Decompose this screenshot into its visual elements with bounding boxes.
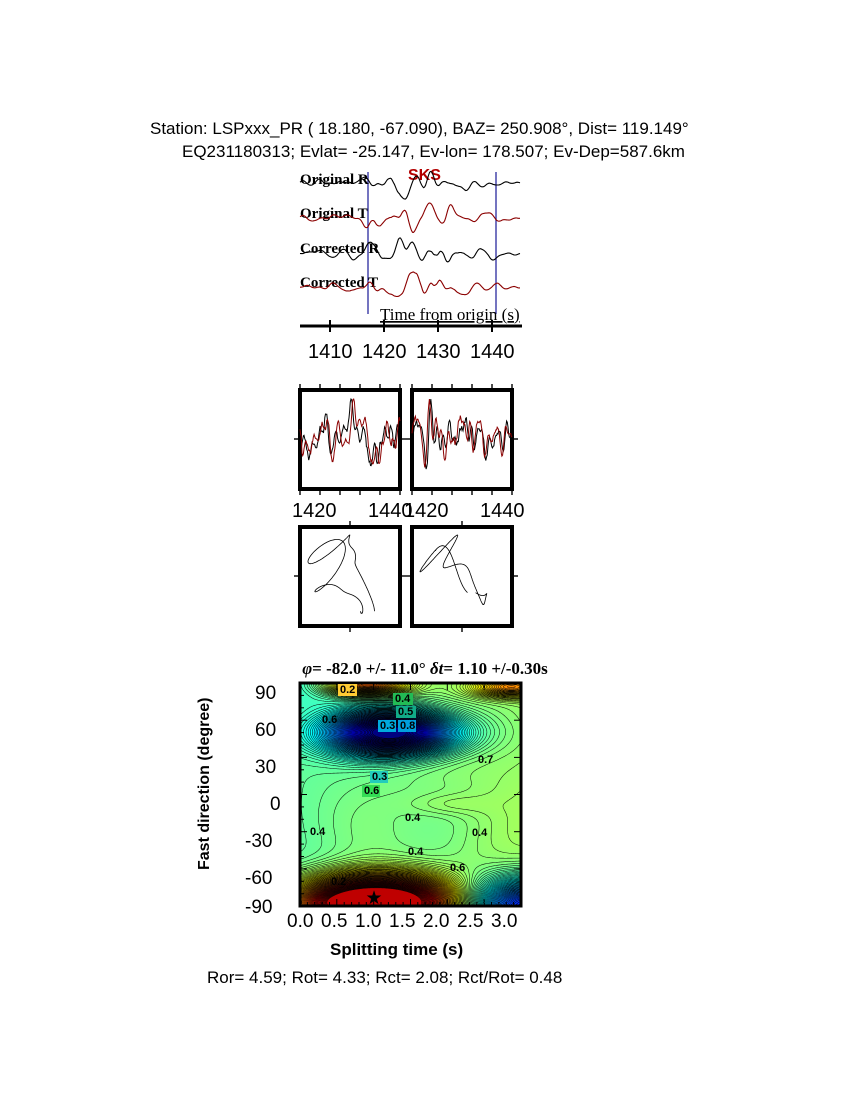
svg-text:1440: 1440 xyxy=(470,341,515,363)
svg-text:Original T: Original T xyxy=(300,206,368,222)
svg-text:Corrected T: Corrected T xyxy=(300,275,378,291)
svg-text:1410: 1410 xyxy=(308,341,353,363)
svg-text:1420: 1420 xyxy=(362,341,407,363)
svg-text:1430: 1430 xyxy=(416,341,461,363)
svg-text:Time from origin (s): Time from origin (s) xyxy=(380,305,520,324)
